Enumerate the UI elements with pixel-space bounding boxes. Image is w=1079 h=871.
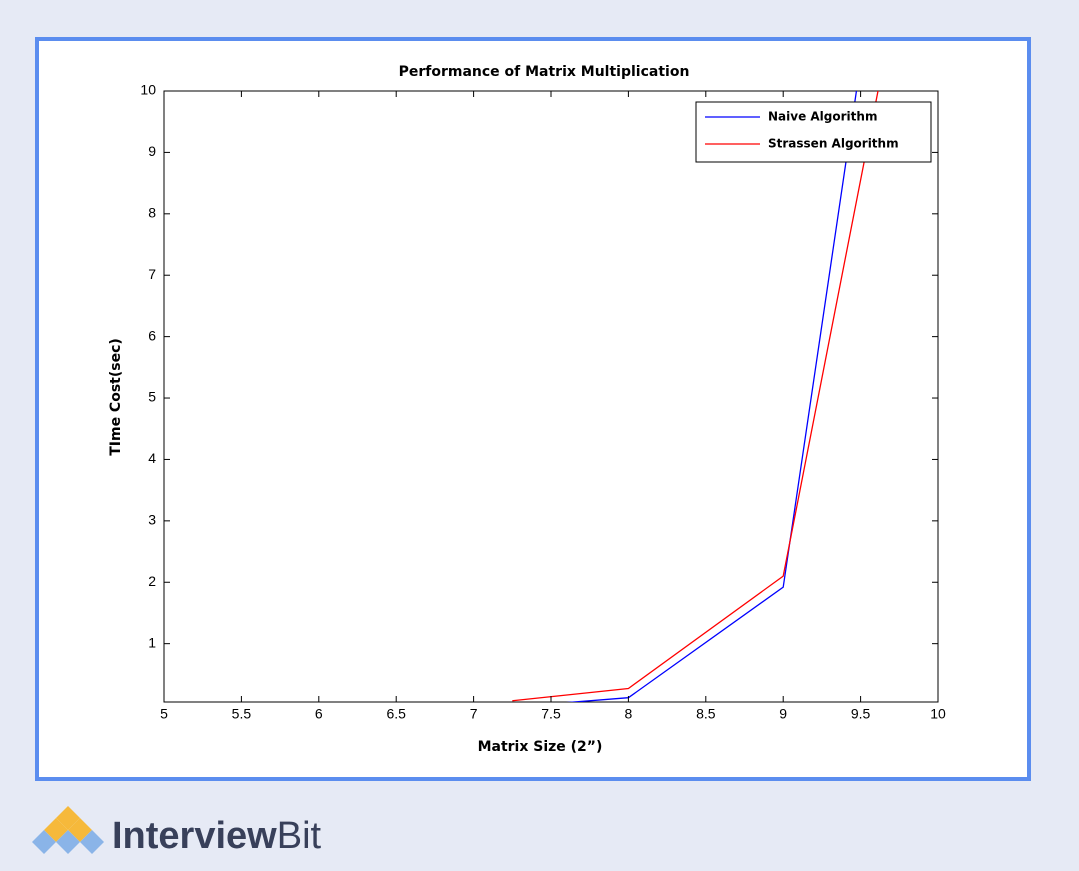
- y-tick-label: 9: [148, 143, 156, 159]
- x-tick-label: 9.5: [851, 706, 871, 722]
- x-axis-label: Matrix Size (2”): [478, 739, 603, 755]
- y-tick-label: 4: [148, 450, 156, 466]
- logo-icon: [32, 806, 104, 854]
- x-tick-label: 8: [625, 706, 633, 722]
- plot-area: [163, 90, 939, 703]
- legend-label: Strassen Algorithm: [768, 137, 899, 151]
- y-tick-label: 2: [148, 573, 156, 589]
- y-tick-label: 6: [148, 327, 156, 343]
- x-tick-label: 6.5: [386, 706, 406, 722]
- legend-box: [695, 101, 932, 163]
- legend-label: Naive Algorithm: [768, 110, 877, 124]
- x-tick-label: 10: [930, 706, 946, 722]
- logo: InterviewBit: [32, 806, 322, 857]
- x-tick-label: 7: [470, 706, 478, 722]
- y-tick-label: 8: [148, 205, 156, 221]
- y-tick-label: 3: [148, 512, 156, 528]
- y-tick-label: 1: [148, 634, 156, 650]
- y-tick-label: 5: [148, 389, 156, 405]
- y-tick-label: 7: [148, 266, 156, 282]
- series-line: [512, 91, 879, 702]
- chart-title: Performance of Matrix Multiplication: [399, 64, 690, 80]
- brand-name: InterviewBit: [112, 815, 322, 857]
- x-tick-label: 5: [160, 706, 168, 722]
- x-tick-label: 8.5: [696, 706, 716, 722]
- y-axis-label: TIme Cost(sec): [108, 338, 124, 456]
- brand-light: Bit: [277, 815, 322, 857]
- brand-bold: Interview: [112, 815, 277, 857]
- x-tick-label: 9: [779, 706, 787, 722]
- x-tick-label: 5.5: [232, 706, 252, 722]
- legend: Naive Algorithm Strassen Algorithm: [695, 101, 932, 163]
- x-tick-label: 6: [315, 706, 323, 722]
- x-tick-label: 7.5: [541, 706, 561, 722]
- y-tick-label: 10: [140, 82, 156, 98]
